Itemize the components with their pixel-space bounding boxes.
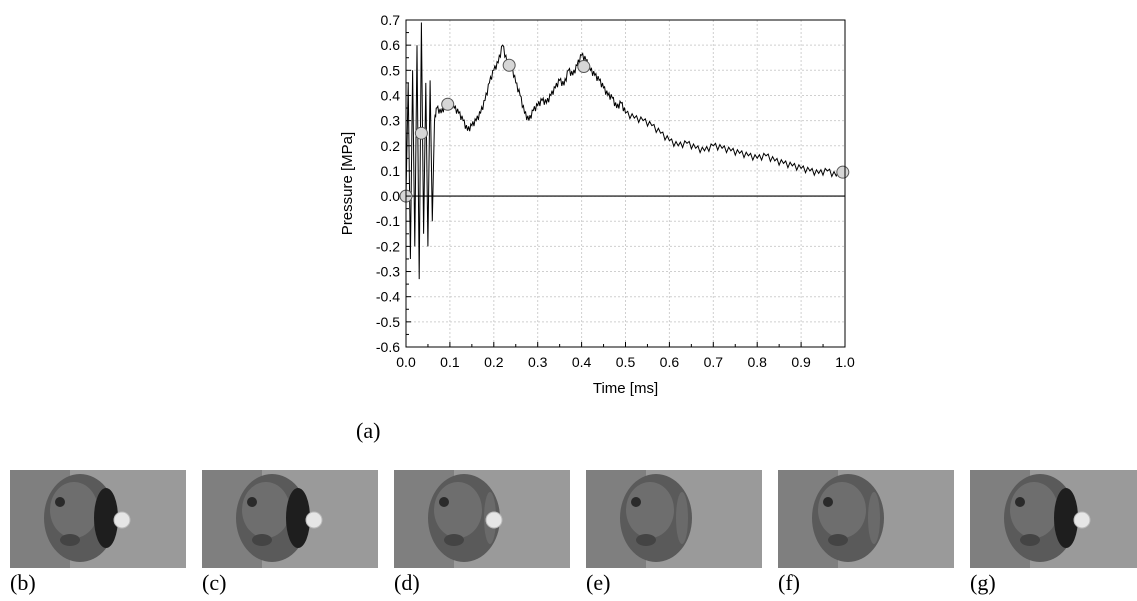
specimen-texture — [50, 482, 98, 538]
frame-b — [10, 470, 186, 568]
specimen-lower-spot — [828, 534, 848, 546]
x-tick-label: 0.8 — [747, 354, 767, 370]
y-tick-label: -0.3 — [376, 264, 400, 280]
y-tick-label: 0.0 — [381, 188, 401, 204]
specimen-texture — [1010, 482, 1058, 538]
specimen-lower-spot — [444, 534, 464, 546]
y-tick-label: 0.3 — [381, 113, 401, 129]
x-tick-label: 0.2 — [484, 354, 504, 370]
chart-marker — [414, 126, 428, 140]
chart-marker — [577, 60, 591, 74]
y-tick-label: 0.2 — [381, 138, 401, 154]
y-tick-label: -0.4 — [376, 289, 400, 305]
pressure-chart: 0.0 0.1 0.2 0.3 0.4 0.5 0.6 0.7 0.8 0.9 1.0 0.7 0.6 0… — [339, 12, 855, 397]
impact-surface — [868, 492, 880, 544]
chart-marker — [836, 165, 850, 179]
y-tick-label: -0.5 — [376, 314, 400, 330]
frame-c-image — [202, 470, 378, 568]
panel-label-d: (d) — [394, 570, 420, 595]
y-tick-label: -0.1 — [376, 213, 400, 229]
x-axis-title: Time [ms] — [593, 380, 658, 397]
specimen-lower-spot — [636, 534, 656, 546]
x-tick-label: 0.9 — [791, 354, 811, 370]
x-tick-label: 0.3 — [528, 354, 548, 370]
y-tick-label: 0.7 — [381, 12, 401, 28]
specimen-dark-spot — [247, 497, 257, 507]
x-tick-label: 0.0 — [396, 354, 416, 370]
specimen-dark-spot — [631, 497, 641, 507]
x-tick-label: 0.5 — [616, 354, 636, 370]
frame-b-image — [10, 470, 186, 568]
y-tick-label: 0.6 — [381, 37, 401, 53]
x-tick-label: 1.0 — [835, 354, 855, 370]
panel-label-e: (e) — [586, 570, 611, 595]
chart-markers — [399, 58, 850, 203]
chart-marker — [502, 58, 516, 72]
specimen-dark-spot — [439, 497, 449, 507]
y-tick-label: 0.4 — [381, 87, 401, 103]
specimen-texture — [242, 482, 290, 538]
panel-label-b: (b) — [10, 570, 36, 595]
specimen-dark-spot — [1015, 497, 1025, 507]
projectile-ball — [113, 511, 131, 529]
y-tick-label: -0.2 — [376, 238, 400, 254]
frame-c — [202, 470, 378, 568]
specimen-lower-spot — [1020, 534, 1040, 546]
projectile-ball — [305, 511, 323, 529]
specimen-texture — [626, 482, 674, 538]
x-tick-label: 0.6 — [660, 354, 680, 370]
chart-grid — [406, 20, 845, 347]
chart-marker — [441, 97, 455, 111]
specimen-dark-spot — [823, 497, 833, 507]
impact-dark-patch — [1054, 488, 1078, 548]
panel-label-c: (c) — [202, 570, 227, 595]
y-tick-label: 0.5 — [381, 62, 401, 78]
panel-label-g: (g) — [970, 570, 996, 595]
frame-d — [394, 470, 570, 568]
x-tick-label: 0.1 — [440, 354, 460, 370]
projectile-ball — [485, 511, 503, 529]
impact-dark-patch — [286, 488, 310, 548]
x-tick-label: 0.4 — [572, 354, 592, 370]
panel-label-a: (a) — [356, 418, 381, 443]
y-tick-label: -0.6 — [376, 339, 400, 355]
impact-dark-patch — [94, 488, 118, 548]
axis-ticks: 0.0 0.1 0.2 0.3 0.4 0.5 0.6 0.7 0.8 0.9 1.0 0.7 0.6 0… — [376, 12, 855, 370]
frame-e — [586, 470, 762, 568]
frame-e-image — [586, 470, 762, 568]
pressure-series-line — [405, 22, 846, 280]
frame-f-image — [778, 470, 954, 568]
specimen-texture — [818, 482, 866, 538]
specimen-lower-spot — [252, 534, 272, 546]
frame-f — [778, 470, 954, 568]
x-tick-label: 0.7 — [704, 354, 724, 370]
specimen-dark-spot — [55, 497, 65, 507]
frame-g — [970, 470, 1137, 568]
projectile-ball — [1073, 511, 1091, 529]
panel-label-f: (f) — [778, 570, 800, 595]
impact-surface — [676, 492, 688, 544]
y-tick-label: 0.1 — [381, 163, 401, 179]
specimen-texture — [434, 482, 482, 538]
specimen-lower-spot — [60, 534, 80, 546]
y-axis-title: Pressure [MPa] — [339, 132, 356, 235]
frame-g-image — [970, 470, 1137, 568]
frame-d-image — [394, 470, 570, 568]
